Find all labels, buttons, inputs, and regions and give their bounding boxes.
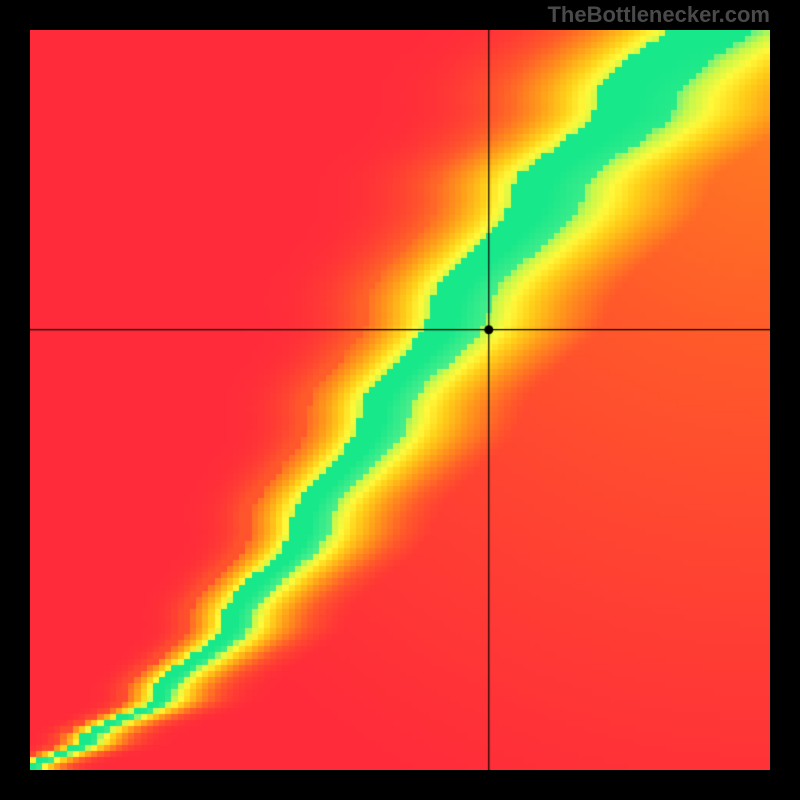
heatmap-canvas xyxy=(30,30,770,770)
watermark-text: TheBottlenecker.com xyxy=(547,2,770,28)
chart-container: TheBottlenecker.com xyxy=(0,0,800,800)
